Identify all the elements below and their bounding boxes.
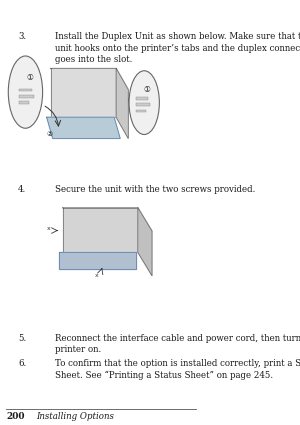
Polygon shape bbox=[63, 208, 152, 231]
FancyBboxPatch shape bbox=[136, 103, 150, 107]
Polygon shape bbox=[51, 68, 128, 90]
FancyBboxPatch shape bbox=[20, 95, 34, 98]
Text: Secure the unit with the two screws provided.: Secure the unit with the two screws prov… bbox=[55, 185, 255, 194]
Text: ②: ② bbox=[47, 131, 53, 137]
Circle shape bbox=[8, 56, 43, 128]
Text: Reconnect the interface cable and power cord, then turn the
printer on.: Reconnect the interface cable and power … bbox=[55, 334, 300, 354]
Text: 6.: 6. bbox=[18, 359, 26, 368]
Text: ①: ① bbox=[26, 73, 33, 82]
Text: Install the Duplex Unit as shown below. Make sure that the
unit hooks onto the p: Install the Duplex Unit as shown below. … bbox=[55, 32, 300, 65]
Text: 200: 200 bbox=[6, 412, 25, 421]
Text: Installing Options: Installing Options bbox=[36, 412, 114, 421]
Polygon shape bbox=[47, 117, 120, 139]
Circle shape bbox=[129, 71, 159, 134]
Polygon shape bbox=[63, 208, 138, 252]
Polygon shape bbox=[138, 208, 152, 276]
Polygon shape bbox=[59, 252, 136, 269]
Text: 5.: 5. bbox=[18, 334, 26, 343]
FancyBboxPatch shape bbox=[20, 102, 29, 104]
Text: x: x bbox=[95, 273, 99, 278]
Text: 3.: 3. bbox=[18, 32, 26, 41]
Polygon shape bbox=[51, 68, 116, 117]
FancyBboxPatch shape bbox=[136, 97, 148, 100]
FancyBboxPatch shape bbox=[20, 89, 32, 91]
FancyBboxPatch shape bbox=[136, 110, 146, 112]
Text: ①: ① bbox=[144, 85, 151, 94]
Text: 4.: 4. bbox=[18, 185, 26, 194]
Polygon shape bbox=[116, 68, 128, 139]
Text: To confirm that the option is installed correctly, print a Status
Sheet. See “Pr: To confirm that the option is installed … bbox=[55, 359, 300, 380]
Text: x: x bbox=[47, 226, 51, 231]
